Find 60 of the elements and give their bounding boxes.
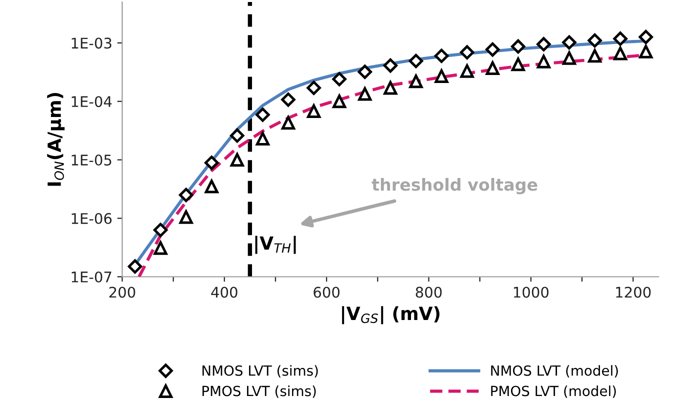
x-tick-label: 400 (211, 286, 238, 298)
point (408, 54, 424, 68)
x-axis-title: |V$_{GS}$| (mV) (342, 306, 440, 324)
point (460, 64, 474, 78)
legend-label: PMOS LVT (model) (491, 385, 616, 398)
point (588, 49, 602, 63)
point (128, 259, 142, 274)
legend-label: NMOS LVT (model) (491, 365, 618, 378)
point (204, 180, 218, 194)
point (562, 35, 576, 50)
point (204, 156, 219, 170)
point (511, 58, 525, 72)
y-tick-label: 1E-04 (72, 96, 112, 108)
x-tick-label: 1200 (616, 286, 651, 298)
point (358, 87, 372, 101)
ref-line-label: |V$_{TH}$| (255, 236, 296, 254)
point (256, 108, 270, 122)
point (562, 51, 576, 65)
point (384, 81, 398, 95)
point (332, 94, 346, 108)
y-tick-label: 1E-03 (72, 38, 112, 49)
point (230, 128, 244, 143)
point (486, 61, 500, 75)
point (639, 44, 653, 58)
point (281, 116, 296, 130)
x-tick-label: 200 (109, 286, 136, 298)
y-tick-label: 1E-06 (72, 213, 112, 224)
y-tick-label: 1E-05 (72, 154, 112, 166)
point (153, 222, 168, 238)
legend-label: NMOS LVT (sims) (202, 365, 318, 378)
point (256, 132, 270, 146)
point (306, 80, 321, 96)
point (536, 54, 550, 68)
point (178, 188, 194, 202)
point (306, 104, 321, 118)
point (358, 64, 372, 79)
point (179, 210, 193, 224)
x-tick-label: 1000 (514, 286, 548, 298)
annotation: threshold voltage (372, 178, 538, 194)
point (460, 45, 474, 60)
point (434, 69, 448, 83)
y-axis-title: I$_{ON}$(A/µm) (47, 93, 65, 186)
point (485, 42, 500, 57)
point (511, 39, 526, 54)
x-tick-label: 800 (416, 286, 442, 298)
point (638, 30, 653, 44)
legend-label: PMOS LVT (sims) (202, 385, 316, 398)
point (536, 37, 551, 52)
point (434, 48, 449, 64)
point (332, 72, 346, 86)
point (281, 92, 296, 107)
point (230, 153, 244, 167)
x-tick-label: 600 (314, 286, 340, 298)
point (383, 58, 398, 73)
point (154, 241, 168, 255)
point (613, 32, 628, 46)
point (614, 46, 628, 60)
point (588, 33, 602, 48)
point (409, 74, 423, 88)
y-tick-label: 1E-07 (72, 271, 112, 282)
